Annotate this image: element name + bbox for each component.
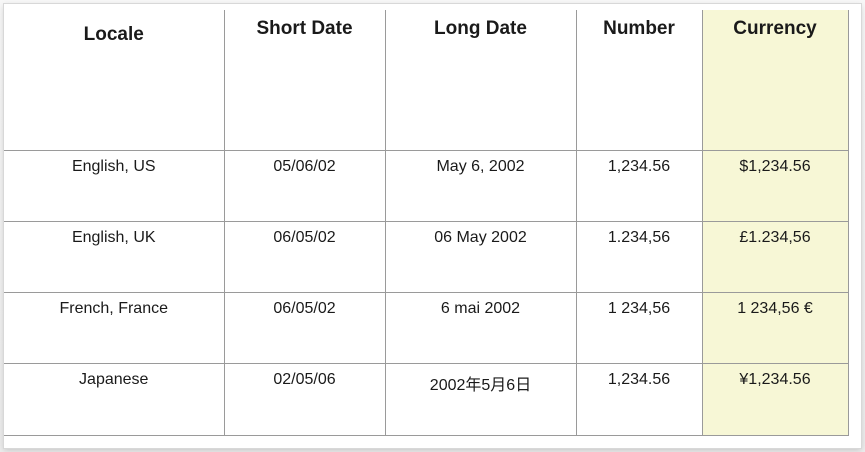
cell-number: 1.234,56: [575, 221, 703, 293]
cell-short-date: 02/05/06: [223, 363, 386, 436]
cell-long-date: May 6, 2002: [384, 150, 577, 222]
cell-currency: 1 234,56 €: [701, 292, 849, 364]
cell-long-date: 06 May 2002: [384, 221, 577, 293]
table-row: English, US 05/06/02 May 6, 2002 1,234.5…: [4, 150, 849, 222]
header-number: Number: [575, 10, 703, 151]
header-long-date: Long Date: [384, 10, 577, 151]
cell-locale: Japanese: [4, 363, 225, 436]
header-currency: Currency: [701, 10, 849, 151]
header-locale: Locale: [4, 10, 225, 151]
cell-currency: ¥1,234.56: [701, 363, 849, 436]
table-header-row: Locale Short Date Long Date Number Curre…: [4, 10, 849, 151]
cell-locale: English, US: [4, 150, 225, 222]
cell-number: 1 234,56: [575, 292, 703, 364]
cell-currency: £1.234,56: [701, 221, 849, 293]
cell-number: 1,234.56: [575, 363, 703, 436]
cell-locale: English, UK: [4, 221, 225, 293]
cell-number: 1,234.56: [575, 150, 703, 222]
cell-long-date: 2002年5月6日: [384, 363, 577, 436]
table-row: Japanese 02/05/06 2002年5月6日 1,234.56 ¥1,…: [4, 363, 849, 436]
cell-short-date: 06/05/02: [223, 221, 386, 293]
cell-locale: French, France: [4, 292, 225, 364]
table-row: English, UK 06/05/02 06 May 2002 1.234,5…: [4, 221, 849, 293]
table-sheet: Locale Short Date Long Date Number Curre…: [4, 4, 861, 448]
locale-format-table: Locale Short Date Long Date Number Curre…: [4, 10, 849, 436]
table-row: French, France 06/05/02 6 mai 2002 1 234…: [4, 292, 849, 364]
cell-short-date: 05/06/02: [223, 150, 386, 222]
cell-currency: $1,234.56: [701, 150, 849, 222]
header-short-date: Short Date: [223, 10, 386, 151]
cell-short-date: 06/05/02: [223, 292, 386, 364]
cell-long-date: 6 mai 2002: [384, 292, 577, 364]
